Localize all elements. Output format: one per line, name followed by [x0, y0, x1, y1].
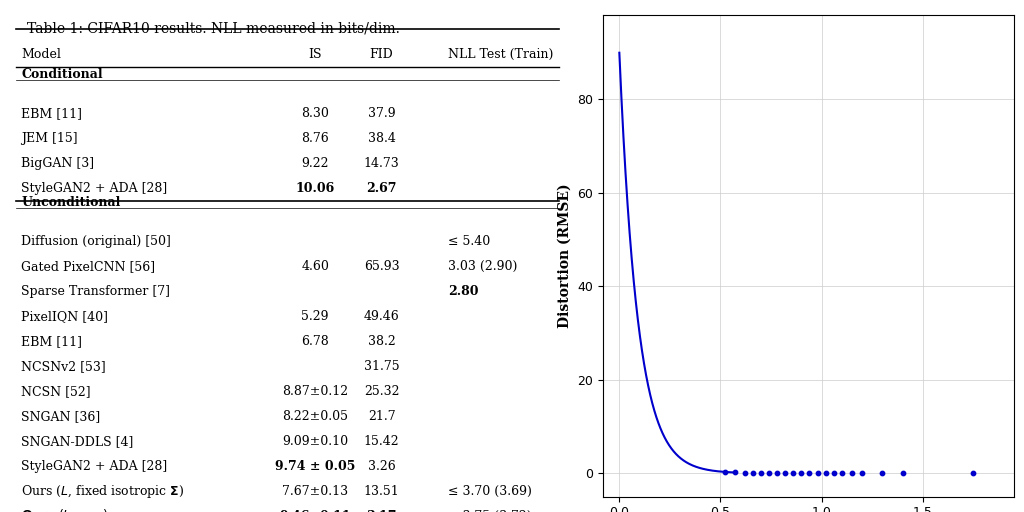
Text: 31.75: 31.75	[364, 360, 399, 373]
Text: BigGAN [3]: BigGAN [3]	[22, 157, 94, 170]
Point	[874, 469, 891, 477]
Text: 6.78: 6.78	[301, 335, 329, 348]
Point	[717, 468, 733, 476]
Point	[753, 469, 769, 477]
Text: $\mathbf{Ours}$ ($L_\mathbf{simple}$): $\mathbf{Ours}$ ($L_\mathbf{simple}$)	[22, 507, 109, 512]
Point	[894, 469, 910, 477]
Text: 49.46: 49.46	[364, 310, 399, 323]
Text: 21.7: 21.7	[368, 410, 395, 423]
Text: NLL Test (Train): NLL Test (Train)	[449, 48, 554, 61]
Text: SNGAN-DDLS [4]: SNGAN-DDLS [4]	[22, 435, 134, 448]
Text: 2.67: 2.67	[367, 182, 397, 195]
Text: FID: FID	[370, 48, 393, 61]
Text: ≤ 3.70 (3.69): ≤ 3.70 (3.69)	[449, 485, 532, 498]
Text: 4.60: 4.60	[301, 260, 329, 273]
Text: JEM [15]: JEM [15]	[22, 132, 78, 145]
Text: 3.03 (2.90): 3.03 (2.90)	[449, 260, 517, 273]
Text: IS: IS	[308, 48, 322, 61]
Point	[965, 469, 981, 477]
Text: Gated PixelCNN [56]: Gated PixelCNN [56]	[22, 260, 156, 273]
Text: 7.67±0.13: 7.67±0.13	[282, 485, 348, 498]
Text: 9.22: 9.22	[301, 157, 329, 170]
Point	[794, 469, 810, 477]
Text: 9.09±0.10: 9.09±0.10	[282, 435, 348, 448]
Text: Ours ($L$, fixed isotropic $\mathbf{\Sigma}$): Ours ($L$, fixed isotropic $\mathbf{\Sig…	[22, 483, 184, 500]
Text: Diffusion (original) [50]: Diffusion (original) [50]	[22, 234, 171, 248]
Y-axis label: Distortion (RMSE): Distortion (RMSE)	[558, 184, 571, 328]
Text: 5.29: 5.29	[301, 310, 329, 323]
Text: 8.22±0.05: 8.22±0.05	[283, 410, 348, 423]
Point	[777, 469, 794, 477]
Point	[769, 469, 785, 477]
Text: 8.76: 8.76	[301, 132, 329, 145]
Point	[726, 468, 742, 477]
Point	[761, 469, 777, 477]
Point	[834, 469, 850, 477]
Text: PixelIQN [40]: PixelIQN [40]	[22, 310, 109, 323]
Text: 8.87±0.12: 8.87±0.12	[282, 385, 348, 398]
Point	[854, 469, 870, 477]
Text: 15.42: 15.42	[364, 435, 399, 448]
Point	[825, 469, 842, 477]
Text: 14.73: 14.73	[364, 157, 399, 170]
Point	[817, 469, 834, 477]
Text: 2.80: 2.80	[449, 285, 478, 298]
Text: StyleGAN2 + ADA [28]: StyleGAN2 + ADA [28]	[22, 182, 168, 195]
Text: 9.74 ± 0.05: 9.74 ± 0.05	[274, 460, 355, 473]
Point	[785, 469, 802, 477]
Text: Unconditional: Unconditional	[22, 196, 121, 209]
Point	[844, 469, 860, 477]
Text: Sparse Transformer [7]: Sparse Transformer [7]	[22, 285, 170, 298]
Text: Conditional: Conditional	[22, 68, 103, 81]
Text: 8.30: 8.30	[301, 107, 329, 120]
Text: 13.51: 13.51	[364, 485, 399, 498]
Text: EBM [11]: EBM [11]	[22, 107, 82, 120]
Point	[801, 469, 817, 477]
Text: 10.06: 10.06	[296, 182, 335, 195]
Text: 65.93: 65.93	[364, 260, 399, 273]
Text: Table 1: CIFAR10 results. NLL measured in bits/dim.: Table 1: CIFAR10 results. NLL measured i…	[27, 21, 399, 35]
Text: ≤ 5.40: ≤ 5.40	[449, 234, 490, 248]
Text: NCSNv2 [53]: NCSNv2 [53]	[22, 360, 106, 373]
Text: NCSN [52]: NCSN [52]	[22, 385, 91, 398]
Text: 37.9: 37.9	[368, 107, 395, 120]
Text: 38.2: 38.2	[368, 335, 395, 348]
Point	[736, 468, 753, 477]
Point	[809, 469, 825, 477]
Point	[744, 469, 761, 477]
Text: EBM [11]: EBM [11]	[22, 335, 82, 348]
Text: 9.46±0.11: 9.46±0.11	[280, 510, 351, 512]
Text: 3.17: 3.17	[367, 510, 397, 512]
Text: StyleGAN2 + ADA [28]: StyleGAN2 + ADA [28]	[22, 460, 168, 473]
Text: 25.32: 25.32	[364, 385, 399, 398]
Text: 3.26: 3.26	[368, 460, 395, 473]
Text: Model: Model	[22, 48, 61, 61]
Text: 38.4: 38.4	[368, 132, 395, 145]
Text: SNGAN [36]: SNGAN [36]	[22, 410, 100, 423]
Text: ≤ 3.75 (3.72): ≤ 3.75 (3.72)	[449, 510, 531, 512]
